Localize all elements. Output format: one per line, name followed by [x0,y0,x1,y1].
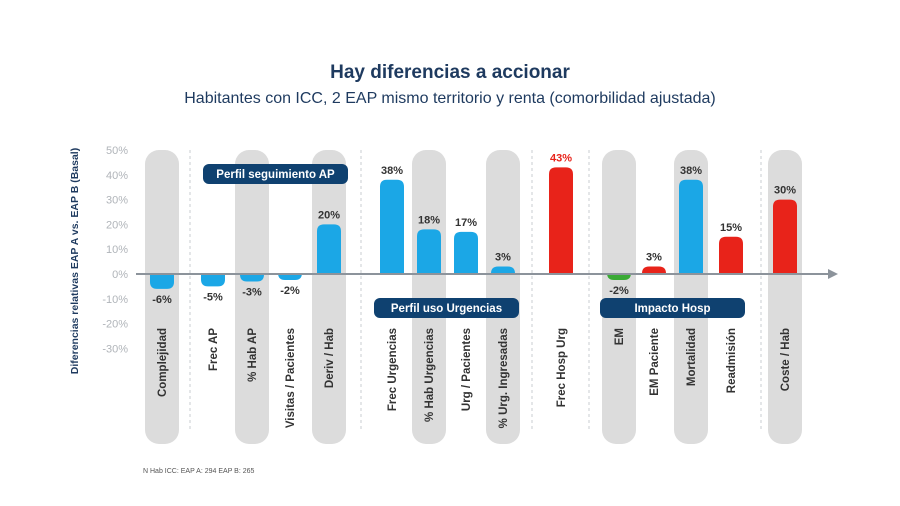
value-label: 20% [318,209,340,221]
column-background [312,150,346,444]
column-background [602,150,636,444]
chart-subtitle: Habitantes con ICC, 2 EAP mismo territor… [184,90,716,107]
chart-title: Hay diferencias a accionar [330,62,570,83]
group-banner [203,164,348,184]
bars [150,167,797,289]
y-tick-label: 10% [106,244,128,256]
group-banners: Perfil seguimiento AP Perfil uso Urgencia… [203,164,745,318]
y-tick-label: -10% [102,294,128,306]
value-label: 3% [495,252,511,264]
bar [491,266,515,274]
value-labels: -6% -5% -3% -2% 20% 38% 18% 17% 3% 43% -2% 3% 38% 15%… [152,152,796,306]
group-banner [374,298,519,318]
category-label: Complejidad [157,328,169,397]
value-label: 18% [418,214,440,226]
value-label: 17% [455,217,477,229]
category-label: % Urg. Ingresadas [498,328,510,428]
y-tick-label: 30% [106,195,128,207]
footnote: N Hab ICC: EAP A: 294 EAP B: 265 [143,468,255,475]
y-tick-label: 40% [106,170,128,182]
category-label: Frec AP [208,328,220,371]
group-banner-label: Perfil seguimiento AP [216,169,335,181]
category-label: Frec Urgencias [387,328,399,411]
bar [240,274,264,282]
category-label: Visitas / Pacientes [285,328,297,428]
y-tick-label: 0% [112,269,128,281]
y-tick-label: -30% [102,343,128,355]
bar [773,199,797,274]
bar [380,179,404,274]
value-label: 30% [774,185,796,197]
group-banner [600,298,745,318]
category-label: Coste / Hab [780,328,792,391]
bar [454,231,478,274]
category-label: Urg / Pacientes [461,328,473,411]
x-axis-arrow [828,269,838,279]
value-label: -2% [280,285,300,297]
bar [679,179,703,274]
y-tick-label: 50% [106,145,128,157]
value-label: 3% [646,252,662,264]
bar [150,274,174,289]
value-label: 38% [680,165,702,177]
column-background [235,150,269,444]
category-label: Frec Hosp Urg [556,328,568,407]
section-dividers [189,150,762,430]
group-banner-label: Impacto Hosp [634,303,710,315]
y-tick-label: 20% [106,219,128,231]
category-label: EM Paciente [649,328,661,396]
category-label: EM [614,328,626,345]
value-label: -3% [242,286,262,298]
category-labels: Complejidad Frec AP % Hab AP Visitas / Paci… [157,328,792,429]
y-axis-label: Diferencias relativas EAP A vs. EAP B (B… [69,148,81,374]
value-label: 38% [381,165,403,177]
value-label: -5% [203,291,223,303]
bar [642,266,666,274]
bar [317,224,341,274]
category-label: % Hab Urgencias [424,328,436,422]
category-label: % Hab AP [247,328,259,382]
bar [549,167,573,274]
y-axis-ticks: 50% 40% 30% 20% 10% 0% -10% -20% -30% [102,145,128,355]
category-label: Deriv / Hab [324,328,336,388]
bar [719,236,743,274]
column-background [486,150,520,444]
column-background [145,150,179,444]
value-label: -2% [609,285,629,297]
column-background [412,150,446,444]
category-label: Mortalidad [686,328,698,386]
category-label: Readmisión [726,328,738,393]
group-banner-label: Perfil uso Urgencias [391,303,502,315]
value-label: 15% [720,222,742,234]
value-label: 43% [550,152,572,164]
bar [201,274,225,287]
x-axis [136,269,838,279]
value-label: -6% [152,294,172,306]
y-tick-label: -20% [102,319,128,331]
bar [417,229,441,274]
